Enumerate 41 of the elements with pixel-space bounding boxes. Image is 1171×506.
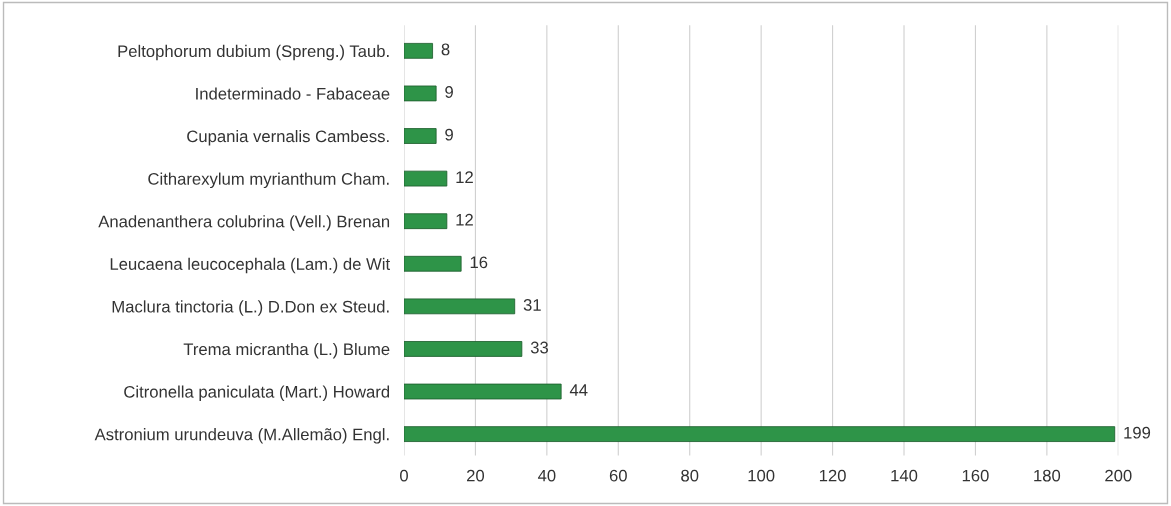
y-tick-label: Anadenanthera colubrina (Vell.) Brenan — [98, 215, 390, 231]
bar — [403, 170, 448, 187]
bar — [403, 213, 448, 230]
y-tick-label: Peltophorum dubium (Spreng.) Taub. — [118, 44, 389, 61]
y-tick-label: Cupania vernalis Cambess. — [187, 129, 389, 146]
x-tick-label: 180 — [1034, 469, 1061, 482]
x-tick-label: 60 — [609, 469, 627, 482]
x-tick-label: 140 — [891, 469, 918, 482]
y-tick-label: Astronium urundeuva (M.Allemão) Engl. — [94, 428, 389, 444]
bar — [403, 426, 1116, 442]
x-tick-label: 160 — [962, 469, 989, 482]
data-label: 44 — [569, 384, 588, 396]
y-tick-label: Indeterminado - Fabaceae — [196, 87, 390, 100]
data-label: 31 — [523, 299, 541, 311]
y-tick-label: Citharexylum myrianthum Cham. — [148, 172, 389, 189]
bar — [403, 341, 523, 357]
x-tick-label: 0 — [400, 469, 408, 482]
bar — [403, 255, 462, 272]
bar — [403, 298, 516, 315]
data-label: 199 — [1124, 426, 1151, 439]
data-label: 12 — [456, 171, 473, 183]
data-label: 9 — [445, 86, 453, 98]
y-tick-label: Citronella paniculata (Mart.) Howard — [124, 385, 390, 402]
data-label: 12 — [456, 213, 473, 226]
y-tick-label: Maclura tinctoria (L.) D.Don ex Steud. — [112, 300, 389, 316]
y-tick-label: Trema micrantha (L.) Blume — [183, 342, 390, 359]
bar — [403, 42, 433, 59]
x-tick-label: 120 — [819, 469, 846, 482]
bar — [403, 85, 437, 102]
x-tick-label: 20 — [467, 469, 485, 482]
bar — [403, 128, 437, 144]
x-tick-label: 80 — [681, 469, 699, 482]
x-tick-label: 100 — [748, 469, 775, 482]
data-label: 9 — [445, 128, 453, 141]
x-tick-label: 40 — [537, 469, 556, 482]
bar — [403, 383, 562, 400]
data-label: 33 — [530, 341, 548, 354]
y-tick-label: Leucaena leucocephala (Lam.) de Wit — [110, 257, 390, 274]
x-tick-label: 200 — [1105, 469, 1132, 482]
data-label: 16 — [470, 256, 488, 269]
data-label: 8 — [441, 43, 450, 56]
